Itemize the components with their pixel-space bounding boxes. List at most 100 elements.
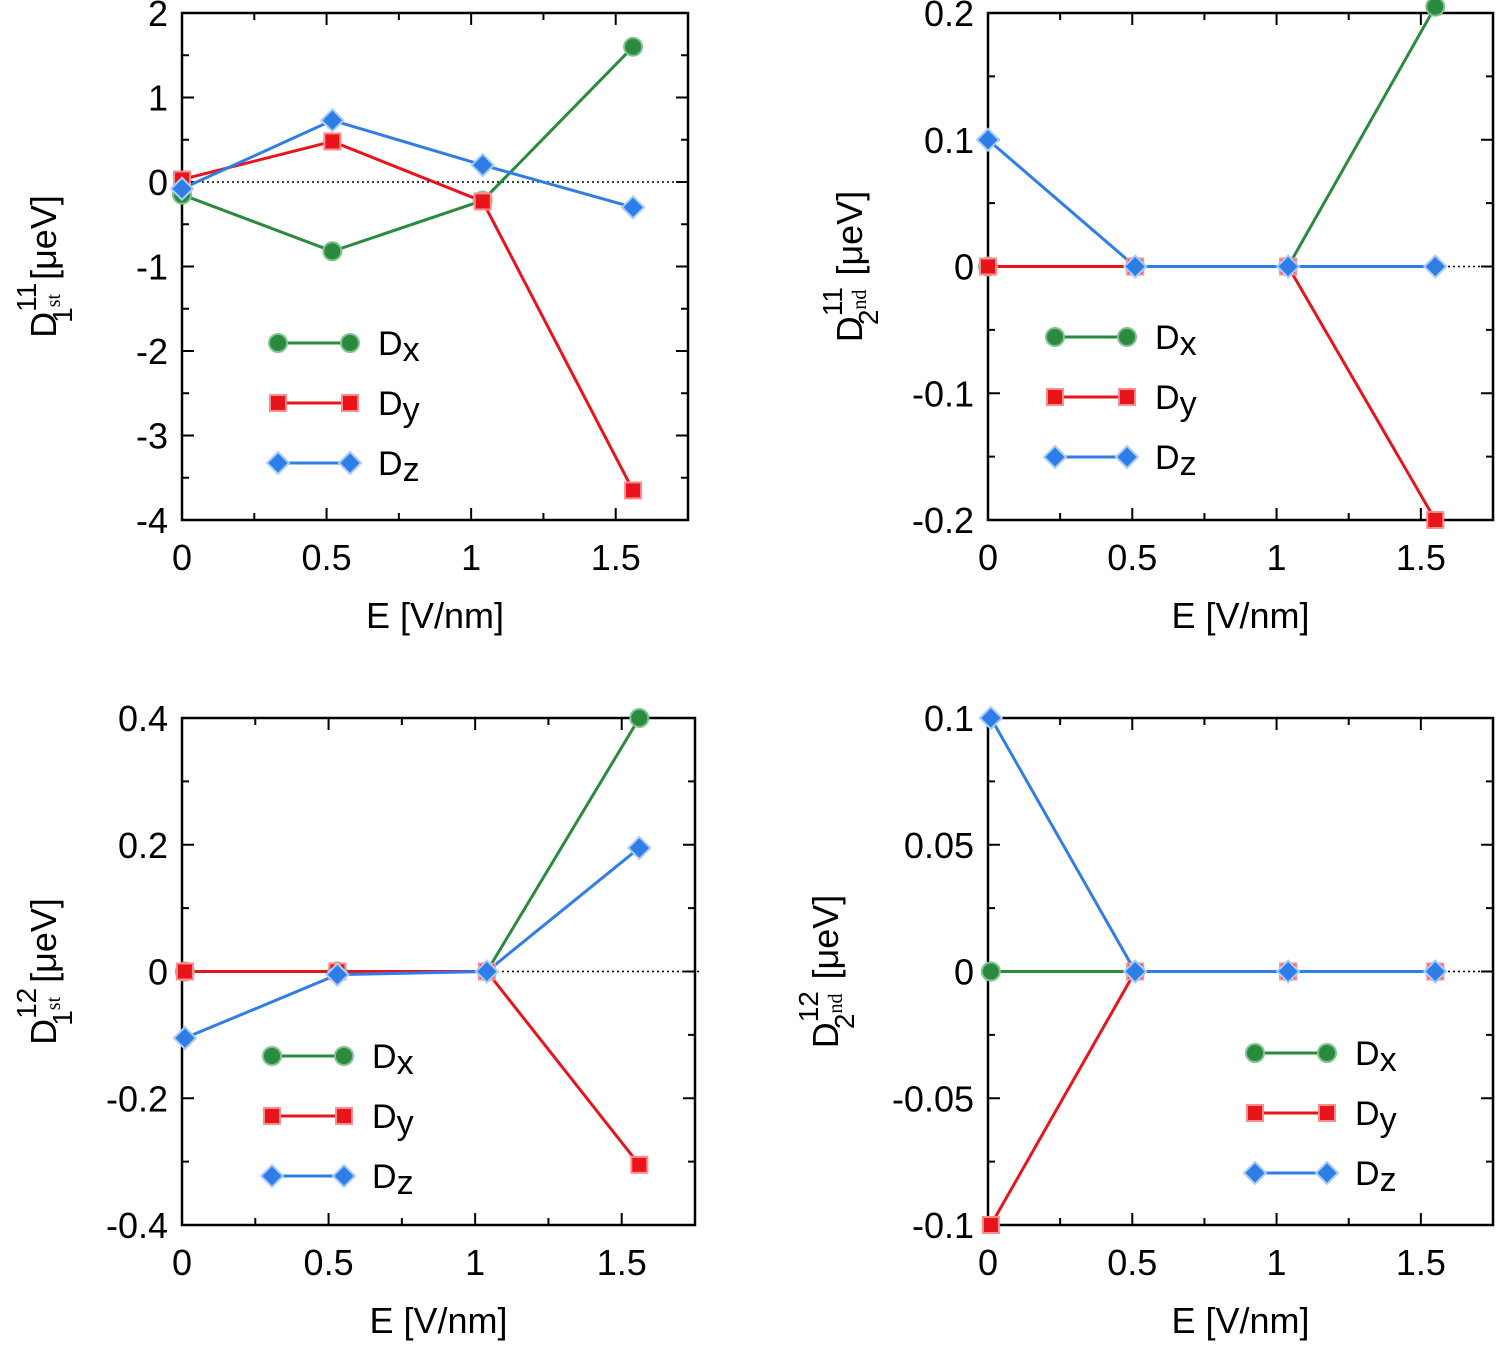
- legend-label: Dz: [372, 1158, 414, 1202]
- y-label-sub: 2: [853, 310, 884, 326]
- legend-label: Dx: [372, 1038, 414, 1082]
- y-axis-label: D111st[μeV]: [11, 195, 78, 338]
- legend-label: Dx: [1155, 319, 1197, 363]
- legend-entry-dz: Dz: [259, 1158, 414, 1202]
- legend-label-sub: y: [403, 391, 420, 429]
- y-label-subsup: nd: [825, 994, 847, 1014]
- dy-marker: [1246, 1104, 1264, 1122]
- legend-label-base: D: [378, 325, 403, 363]
- legend-entry-dz: Dz: [1042, 439, 1197, 483]
- x-tick-label: 1: [1267, 1242, 1287, 1283]
- y-label-unit: [μeV]: [805, 895, 846, 980]
- dz-marker: [1122, 254, 1148, 279]
- dz-marker: [978, 705, 1004, 731]
- x-tick-label: 0.5: [1107, 1242, 1157, 1283]
- panel-bottom-left: 0 0.5 1 1.5-0.4-0.200.20.4E [V/nm]D12 1st[μe…: [11, 698, 700, 1341]
- dy-marker: [263, 1107, 281, 1125]
- legend-entry-dx: Dx: [268, 325, 420, 369]
- legend-label: Dy: [1155, 379, 1197, 423]
- y-tick-label: 0: [954, 952, 974, 993]
- legend-label-sub: x: [403, 331, 420, 369]
- y-tick-label: 0.1: [924, 698, 974, 739]
- series-line-dz: [184, 846, 641, 1040]
- y-tick-label: 0: [148, 162, 168, 203]
- y-tick-label: -0.2: [106, 1078, 168, 1119]
- x-tick-label: 0: [172, 537, 192, 578]
- y-tick-label: 0.4: [118, 698, 168, 739]
- dz-marker: [620, 194, 646, 220]
- dx-marker: [262, 1046, 282, 1066]
- dy-marker: [269, 394, 287, 412]
- legend-label-sub: y: [1380, 1101, 1397, 1139]
- dy-marker: [981, 1216, 1000, 1234]
- y-tick-label: 0.1: [924, 120, 974, 161]
- y-label-unit: [μeV]: [829, 191, 870, 276]
- dy-marker: [1118, 388, 1136, 406]
- dz-marker: [265, 450, 291, 476]
- dy-marker: [1046, 388, 1064, 406]
- dy-marker: [624, 481, 643, 500]
- y-label-subsup: nd: [849, 290, 871, 310]
- legend-label-base: D: [372, 1038, 397, 1076]
- legend-label: Dz: [1155, 439, 1197, 483]
- legend-label-base: D: [378, 445, 403, 483]
- x-tick-label: 0.5: [302, 537, 352, 578]
- y-tick-label: -4: [136, 500, 168, 541]
- series-line-dy: [184, 970, 641, 1166]
- legend-entry-dy: Dy: [1246, 1095, 1397, 1139]
- legend-entry-dy: Dy: [263, 1098, 414, 1142]
- y-label-base: D: [829, 316, 870, 342]
- dz-marker: [1242, 1160, 1268, 1186]
- x-axis-label: E [V/nm]: [1171, 595, 1309, 636]
- y-label-sub: 1: [47, 1010, 78, 1026]
- legend-label: Dy: [1355, 1095, 1397, 1139]
- dx-marker: [980, 961, 1001, 982]
- dz-marker: [1275, 959, 1301, 984]
- y-tick-label: -0.4: [106, 1205, 168, 1246]
- series-line-dx: [181, 45, 635, 253]
- x-tick-label: 1.5: [597, 1242, 647, 1283]
- dz-marker: [470, 152, 496, 178]
- dx-marker: [623, 36, 644, 57]
- y-tick-label: 0.05: [904, 825, 974, 866]
- legend-entry-dy: Dy: [269, 385, 420, 429]
- dz-marker: [1122, 959, 1148, 984]
- legend-label: Dy: [372, 1098, 414, 1142]
- legend-entry-dx: Dx: [1245, 1035, 1397, 1079]
- panel-top-right: 0 0.5 1 1.5-0.2-0.100.10.2E [V/nm]D112nd[μe…: [817, 0, 1495, 636]
- series-line-dz: [987, 138, 1436, 268]
- y-label-sup: 12: [793, 991, 824, 1022]
- legend-label-base: D: [1355, 1095, 1380, 1133]
- x-tick-label: 1.5: [1396, 537, 1446, 578]
- legend-entry-dx: Dx: [262, 1038, 414, 1082]
- y-tick-label: -0.1: [912, 1205, 974, 1246]
- y-label-sub: 1: [47, 307, 78, 323]
- dz-marker: [331, 1163, 357, 1189]
- legend-label: Dz: [1355, 1155, 1397, 1199]
- y-axis-label: D12 1st [μeV]: [11, 898, 78, 1045]
- dz-marker: [324, 962, 350, 988]
- legend-label-sub: z: [403, 451, 420, 489]
- series-line-dx: [184, 717, 641, 973]
- legend-label-sub: x: [397, 1044, 414, 1082]
- y-tick-label: 0.2: [924, 0, 974, 34]
- dz-marker: [1114, 444, 1140, 470]
- dx-marker: [1045, 327, 1065, 347]
- dx-marker: [334, 1046, 354, 1066]
- x-tick-label: 0: [172, 1242, 192, 1283]
- y-tick-label: -0.05: [892, 1078, 974, 1119]
- legend-label-sub: x: [1180, 325, 1197, 363]
- dx-marker: [629, 708, 650, 728]
- dz-marker: [1275, 254, 1301, 279]
- x-axis-label: E [V/nm]: [366, 595, 504, 636]
- y-tick-label: 0.2: [118, 825, 168, 866]
- y-tick-label: -0.1: [912, 373, 974, 414]
- dy-marker: [175, 962, 194, 981]
- y-tick-label: -2: [136, 331, 168, 372]
- legend-label-sub: z: [397, 1164, 414, 1202]
- y-tick-label: -0.2: [912, 500, 974, 541]
- y-label-sup: 11: [817, 287, 848, 316]
- y-axis-label: D11 2nd [μeV]: [817, 191, 884, 342]
